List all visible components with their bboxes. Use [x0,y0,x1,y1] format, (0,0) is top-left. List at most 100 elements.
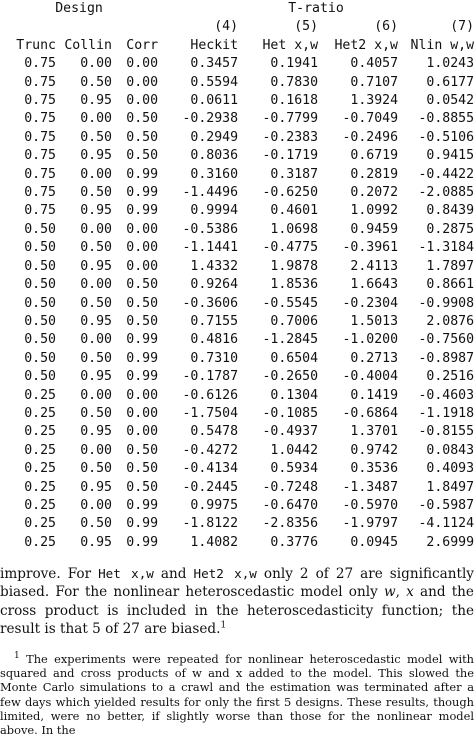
results-table: Design T-ratio (4) (5) (6) (7) Trunc Col… [0,1,474,550]
table-cell: -0.4272 [182,442,239,458]
table-row: 0.75 0.95 0.00 0.0611 0.1618 1.3924 0.0542 [0,92,474,110]
table-cell: 0.50 [126,479,159,495]
table-cell: 2.4113 [350,258,399,274]
table-cell: 0.50 [126,313,159,329]
table-cell: -1.7504 [182,405,239,421]
table-cell: -0.4134 [182,461,239,477]
table-cell: -0.3606 [182,295,239,311]
code-het: Het x,w [98,566,154,581]
table-cell: 0.25 [24,387,56,403]
table-row: 0.75 0.50 0.99 -1.4496 -0.6250 0.2072 -2.0885 [0,184,474,202]
table-cell: 1.5013 [350,313,399,329]
table-row: 0.50 0.95 0.50 0.7155 0.7006 1.5013 2.0876 [0,313,474,331]
table-cell: 0.5934 [270,461,319,477]
table-cell: 1.0992 [350,203,399,219]
table-cell: 0.1419 [350,387,399,403]
table-cell: 0.00 [126,93,159,109]
table-cell: 0.9459 [350,221,399,237]
table-cell: 0.4601 [270,203,319,219]
table-row: 0.50 0.95 0.99 -0.1787 -0.2650 -0.4004 0.2516 [0,368,474,386]
table-cell: 0.0611 [190,93,239,109]
table-cell: -0.2383 [262,129,319,145]
footnote-text: 1 The experiments were repeated for nonl… [0,651,474,737]
table-cell: 0.00 [80,166,112,182]
table-cell: 0.5594 [190,74,239,90]
table-cell: -0.7049 [342,111,399,127]
table-cell: -1.3487 [342,479,399,495]
table-cell: 0.00 [126,405,159,421]
table-cell: 0.00 [80,277,112,293]
table-cell: 0.00 [126,424,159,440]
table-cell: 0.7006 [270,313,319,329]
table-cell: 0.7830 [270,74,319,90]
table-cell: -0.8155 [418,424,474,440]
table-cell: 0.00 [80,442,112,458]
table-row: 0.50 0.50 0.99 0.7310 0.6504 0.2713 -0.8987 [0,350,474,368]
table-cell: 0.7155 [190,313,239,329]
table-cell: 0.25 [24,461,56,477]
col-header-corr: Corr [126,37,159,53]
table-cell: 0.50 [24,295,56,311]
table-cell: 1.4082 [190,534,239,550]
table-cell: 0.50 [126,442,159,458]
design-group-header: Design [55,1,103,16]
tratio-group-header: T-ratio [288,1,344,16]
table-cell: 0.75 [24,185,56,201]
table-row: 0.25 0.00 0.00 -0.6126 0.1304 0.1419 -0.4603 [0,387,474,405]
table-cell: 0.50 [24,258,56,274]
table-cell: 0.4093 [426,461,474,477]
table-cell: -0.1085 [262,405,319,421]
table-cell: 0.75 [24,129,56,145]
col-number-4: (4) [214,19,239,35]
table-cell: 0.6719 [350,148,399,164]
table-cell: -0.4603 [418,387,474,403]
table-cell: 0.9994 [190,203,239,219]
table-cell: 0.99 [126,203,159,219]
table-cell: 0.50 [80,74,112,90]
table-cell: 0.00 [80,111,112,127]
table-cell: 0.75 [24,148,56,164]
table-cell: 0.00 [80,332,112,348]
table-cell: 1.3701 [350,424,399,440]
column-number-row: (4) (5) (6) (7) [0,18,474,36]
table-cell: 0.2819 [350,166,399,182]
table-cell: -1.8122 [182,516,239,532]
col-header-het: Het x,w [262,37,319,53]
table-cell: 0.95 [80,424,112,440]
col-header-nlin: Nlin w,w [410,37,474,53]
table-cell: 0.00 [80,497,112,513]
table-cell: 0.2713 [350,350,399,366]
table-cell: 0.3776 [270,534,319,550]
table-cell: -1.1441 [182,240,239,256]
table-cell: 0.3187 [270,166,319,182]
table-cell: -1.3184 [418,240,474,256]
table-row: 0.25 0.50 0.99 -1.8122 -2.8356 -1.9797 -4.1124 [0,515,474,533]
table-cell: -1.9797 [342,516,399,532]
footnote-number: 1 [14,651,20,662]
table-cell: 0.50 [80,295,112,311]
table-cell: 0.8439 [426,203,474,219]
table-cell: 0.00 [126,240,159,256]
table-cell: -4.1124 [418,516,474,532]
table-cell: 0.8661 [426,277,474,293]
results-table-container: Design T-ratio (4) (5) (6) (7) Trunc Col… [0,1,474,550]
var-x: x [406,584,414,601]
col-number-5: (5) [294,19,319,35]
table-cell: 0.00 [126,258,159,274]
table-cell: 0.50 [126,111,159,127]
table-cell: 0.2875 [426,221,474,237]
table-cell: 1.3924 [350,93,399,109]
table-cell: -0.8987 [418,350,474,366]
table-cell: 0.50 [126,129,159,145]
table-row: 0.50 0.50 0.00 -1.1441 -0.4775 -0.3961 -1.3184 [0,239,474,257]
table-cell: 0.1304 [270,387,319,403]
table-cell: 0.50 [24,221,56,237]
table-cell: 1.8497 [426,479,474,495]
table-cell: 0.6504 [270,350,319,366]
table-cell: -1.4496 [182,185,239,201]
table-cell: -0.9908 [418,295,474,311]
table-row: 0.25 0.95 0.00 0.5478 -0.4937 1.3701 -0.8155 [0,423,474,441]
table-cell: -0.6250 [262,185,319,201]
table-row: 0.75 0.95 0.50 0.8036 -0.1719 0.6719 0.9415 [0,147,474,165]
table-cell: 0.6177 [426,74,474,90]
